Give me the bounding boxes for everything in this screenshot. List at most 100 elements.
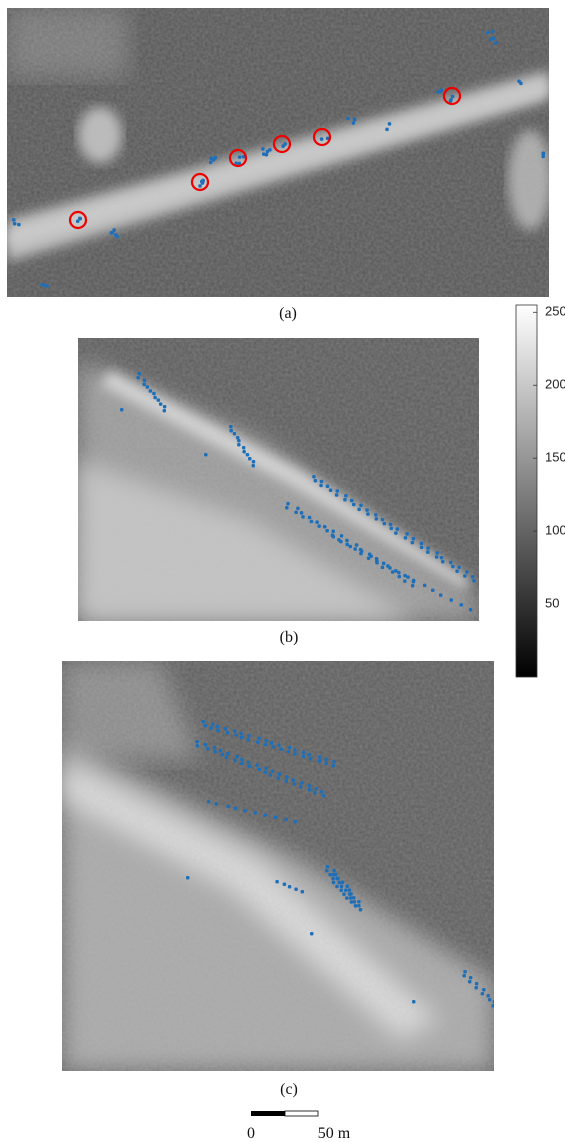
detection-dot <box>352 503 356 507</box>
detection-dot <box>225 756 229 760</box>
detection-dot <box>340 889 344 893</box>
detection-dot <box>412 579 416 583</box>
detection-dot <box>293 752 297 756</box>
detection-dot <box>207 800 211 804</box>
detection-dot <box>492 37 496 41</box>
detection-dot <box>201 179 205 183</box>
detection-dot <box>440 556 444 560</box>
detection-dot <box>450 598 454 602</box>
detection-dot <box>264 766 268 770</box>
detection-dot <box>301 890 305 894</box>
detection-dot <box>349 545 353 549</box>
detection-dot <box>469 976 473 980</box>
detection-dot <box>206 747 210 751</box>
detection-dot <box>342 892 346 896</box>
detection-dot <box>242 446 246 450</box>
detection-dot <box>237 443 241 447</box>
detection-dot <box>287 750 291 754</box>
detection-dot <box>345 884 349 888</box>
detection-dot <box>519 82 523 86</box>
scale-bar: 0 50 m <box>247 1111 351 1142</box>
detection-dot <box>332 530 336 534</box>
detection-dot <box>17 223 21 227</box>
detection-dot <box>449 561 453 565</box>
detection-dot <box>120 408 124 412</box>
detection-dot <box>294 888 298 892</box>
detection-dot <box>462 974 466 978</box>
detection-dot <box>308 753 312 757</box>
detection-dot <box>256 740 260 744</box>
detection-dot <box>138 372 142 376</box>
detection-dot <box>439 593 443 597</box>
colorbar-tick-label: 200 <box>545 377 565 392</box>
detection-dot <box>202 720 206 724</box>
detection-dot <box>264 770 268 774</box>
detection-dot <box>296 507 300 511</box>
detection-dot <box>468 980 472 984</box>
detection-dot <box>275 880 279 884</box>
detection-dot <box>262 152 266 156</box>
detection-dot <box>263 813 267 817</box>
figure: (a) (b) (c) 50100150200250 0 50 m <box>0 0 565 1142</box>
detection-dot <box>381 518 385 522</box>
detection-dot <box>471 575 475 579</box>
detection-dot <box>344 494 348 498</box>
detection-dot <box>236 436 240 440</box>
detection-dot <box>382 562 386 566</box>
detection-dot <box>331 877 335 881</box>
detection-dot <box>375 517 379 521</box>
detection-dot <box>223 727 227 731</box>
detection-dot <box>248 765 252 769</box>
detection-dot <box>344 888 348 892</box>
detection-dot <box>210 157 214 161</box>
detection-dot <box>234 733 238 737</box>
detection-dot <box>337 881 341 885</box>
detection-dot <box>420 546 424 550</box>
detection-dot <box>404 536 408 540</box>
detection-dot <box>326 485 330 489</box>
panel-label: (b) <box>280 629 299 646</box>
detection-dot <box>288 746 292 750</box>
detection-dot <box>214 156 218 160</box>
detection-dot <box>310 932 314 936</box>
detection-dot <box>352 121 356 125</box>
scale-label: 0 <box>247 1125 255 1142</box>
detection-dot <box>196 744 200 748</box>
detection-dot <box>320 790 324 794</box>
detection-dot <box>258 768 262 772</box>
detection-dot <box>332 760 336 764</box>
detection-dot <box>214 802 218 806</box>
detection-dot <box>204 724 208 728</box>
detection-dot <box>354 904 358 908</box>
detection-dot <box>318 755 322 759</box>
detection-dot <box>195 740 199 744</box>
detection-dot <box>274 816 278 820</box>
detection-dot <box>493 1000 497 1004</box>
detection-dot <box>469 608 473 612</box>
detection-dot <box>435 555 439 559</box>
image-b <box>78 338 479 621</box>
detection-dot <box>226 804 230 808</box>
detection-dot <box>332 881 336 885</box>
detection-dot <box>426 550 430 554</box>
detection-dot <box>300 511 304 515</box>
detection-dot <box>240 762 244 766</box>
detection-dot <box>323 525 327 529</box>
detection-dot <box>397 571 401 575</box>
detection-dot <box>391 570 395 574</box>
detection-dot <box>301 515 305 519</box>
detection-dot <box>302 751 306 755</box>
detection-dot <box>78 217 82 221</box>
detection-dot <box>375 559 379 563</box>
detection-dot <box>209 161 213 165</box>
detection-dot <box>293 820 297 824</box>
detection-dot <box>388 122 392 126</box>
detection-dot <box>435 551 439 555</box>
detection-dot <box>345 896 349 900</box>
detection-dot <box>352 896 356 900</box>
detection-dot <box>423 584 427 588</box>
detection-dot <box>279 748 283 752</box>
colorbar-tick-label: 250 <box>545 304 565 319</box>
detection-dot <box>488 998 492 1002</box>
